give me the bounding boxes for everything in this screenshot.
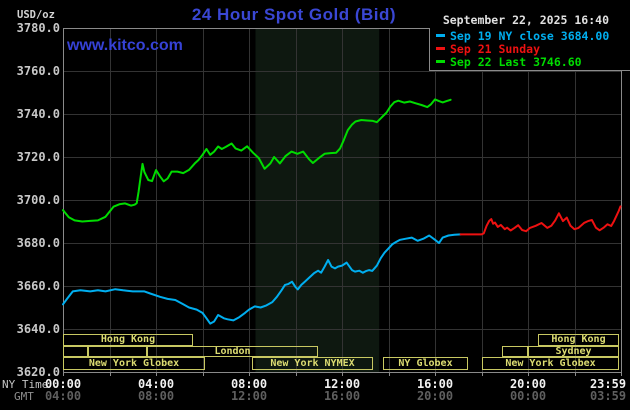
legend-row-sep19: Sep 19 NY close 3684.00: [436, 28, 630, 43]
session-box-hong-kong: Hong Kong: [538, 334, 619, 346]
legend-row-sep22: Sep 22 Last 3746.60: [436, 54, 630, 69]
y-axis-label: 3760.0: [16, 64, 60, 78]
y-axis-label: 3780.0: [16, 21, 60, 35]
x-axis-label: 12:00: [230, 389, 268, 403]
sep21-line-marker-icon: [436, 47, 445, 50]
kitco-watermark-link[interactable]: www.kitco.com: [67, 37, 183, 54]
x-axis-label: 20:00: [416, 389, 454, 403]
x-axis-label: 16:00: [323, 389, 361, 403]
x-axis-label: 03:59: [589, 389, 627, 403]
legend: Sep 19 NY close 3684.00 Sep 21 Sunday Se…: [429, 28, 630, 71]
series-line-sep19-friday: [62, 233, 462, 325]
y-axis-unit-label: USD/oz: [17, 9, 55, 21]
series-line-sep21-sunday: [459, 205, 622, 236]
timestamp: September 22, 2025 16:40: [442, 13, 609, 27]
legend-label-sep19: Sep 19 NY close 3684.00: [450, 28, 610, 43]
session-box-new-york-globex: New York Globex: [482, 357, 619, 370]
session-box: [502, 346, 528, 357]
session-box: [88, 346, 147, 357]
page-title: 24 Hour Spot Gold (Bid): [191, 5, 397, 24]
session-box-new-york-globex: New York Globex: [63, 357, 205, 370]
y-axis-label: 3660.0: [16, 279, 60, 293]
legend-label-sep22: Sep 22 Last 3746.60: [450, 54, 582, 69]
legend-row-sep21: Sep 21 Sunday: [436, 41, 630, 56]
x-axis-label: 00:00: [509, 389, 547, 403]
x-axis-label: 00:00: [44, 377, 82, 391]
series-line-sep22-today: [62, 98, 452, 223]
session-box-ny-globex: NY Globex: [383, 357, 468, 370]
x-axis-label: 04:00: [137, 377, 175, 391]
x-axis-gmt-label: GMT: [14, 390, 34, 403]
x-axis-label: 08:00: [137, 389, 175, 403]
x-axis-label: 12:00: [323, 377, 361, 391]
x-axis-label: 16:00: [416, 377, 454, 391]
y-axis-label: 3740.0: [16, 107, 60, 121]
y-axis-label: 3680.0: [16, 236, 60, 250]
sep19-line-marker-icon: [436, 34, 445, 37]
y-axis-label: 3620.0: [16, 365, 60, 379]
y-axis-label: 3720.0: [16, 150, 60, 164]
legend-label-sep21: Sep 21 Sunday: [450, 41, 541, 56]
x-axis-label: 08:00: [230, 377, 268, 391]
x-axis-label: 04:00: [44, 389, 82, 403]
sep22-line-marker-icon: [436, 60, 445, 63]
y-axis-label: 3640.0: [16, 322, 60, 336]
session-box-hong-kong: Hong Kong: [63, 334, 193, 346]
session-box-sydney: Sydney: [528, 346, 619, 357]
y-axis-label: 3700.0: [16, 193, 60, 207]
session-box-london: London: [147, 346, 318, 357]
session-box-new-york-nymex: New York NYMEX: [252, 357, 373, 370]
x-axis-ny-time-label: NY Time: [2, 378, 49, 391]
x-axis-label: 20:00: [509, 377, 547, 391]
x-axis-label: 23:59: [589, 377, 627, 391]
session-box: [63, 346, 88, 357]
